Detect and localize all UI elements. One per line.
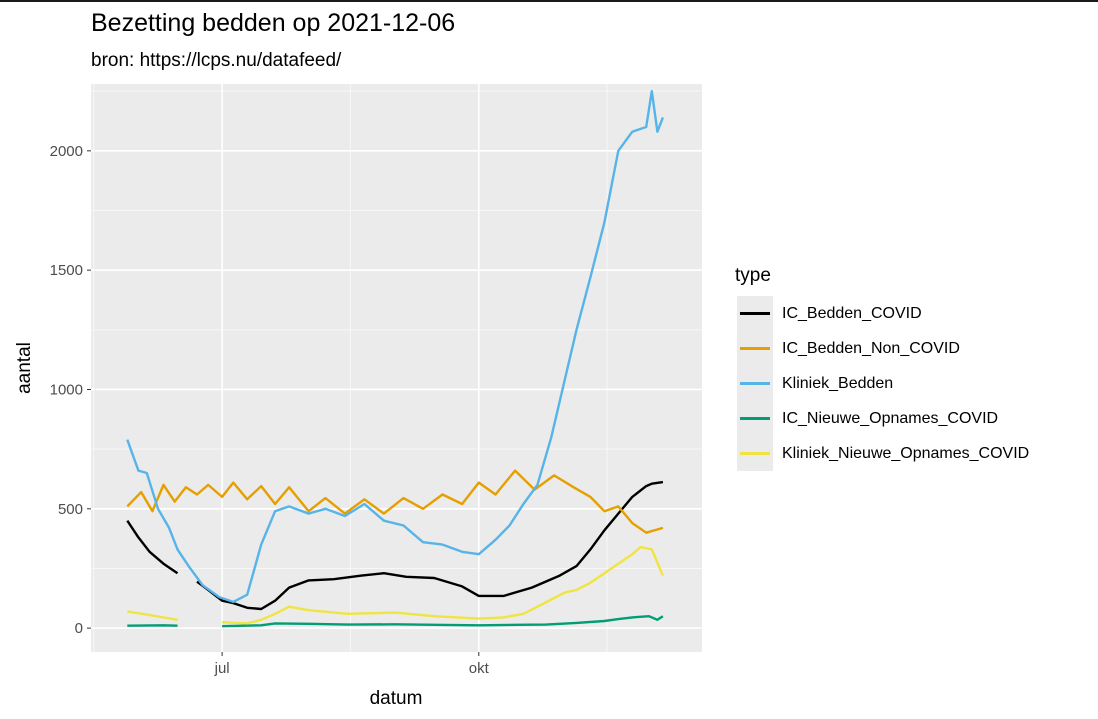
legend-key bbox=[737, 401, 773, 436]
series-line-ic-bedden-covid bbox=[126, 480, 664, 611]
chart-subtitle: bron: https://lcps.nu/datafeed/ bbox=[91, 50, 342, 71]
axes: 0 500 1000 1500 2000 jul okt bbox=[50, 143, 490, 677]
series-line-kliniek-nieuwe-opnames-covid bbox=[127, 545, 665, 625]
gridlines bbox=[91, 84, 702, 652]
legend-item: IC_Nieuwe_Opnames_COVID bbox=[737, 401, 1029, 436]
legend-key bbox=[737, 331, 773, 366]
y-tick-label: 0 bbox=[75, 620, 83, 637]
legend-label: Kliniek_Nieuwe_Opnames_COVID bbox=[782, 444, 1030, 462]
y-axis-title: aantal bbox=[14, 342, 35, 394]
legend-swatch bbox=[740, 452, 770, 455]
legend-label: IC_Bedden_Non_COVID bbox=[782, 339, 960, 357]
legend-key bbox=[737, 436, 773, 471]
series-lines bbox=[126, 90, 665, 628]
legend-swatch bbox=[740, 312, 770, 315]
x-axis-title: datum bbox=[370, 688, 423, 709]
legend-label: IC_Nieuwe_Opnames_COVID bbox=[782, 409, 999, 427]
legend-key bbox=[737, 296, 773, 331]
legend: type IC_Bedden_COVID IC_Bedden_Non_COVID K… bbox=[735, 265, 1029, 471]
y-tick-label: 500 bbox=[58, 501, 83, 518]
legend-label: IC_Bedden_COVID bbox=[782, 304, 922, 322]
legend-item: IC_Bedden_COVID bbox=[737, 296, 1029, 331]
window-top-border bbox=[0, 0, 1098, 2]
y-tick-label: 2000 bbox=[50, 143, 83, 160]
legend-item: IC_Bedden_Non_COVID bbox=[737, 331, 1029, 366]
chart-title: Bezetting bedden op 2021-12-06 bbox=[91, 9, 456, 37]
x-tick-label: okt bbox=[469, 660, 490, 677]
legend-item: Kliniek_Bedden bbox=[737, 366, 1029, 401]
series-line-ic-nieuwe-opnames-covid bbox=[127, 615, 664, 628]
x-tick-label: jul bbox=[214, 660, 230, 677]
legend-item: Kliniek_Nieuwe_Opnames_COVID bbox=[737, 436, 1029, 471]
series-line-ic-bedden-non-covid bbox=[126, 469, 664, 534]
legend-title: type bbox=[735, 265, 771, 286]
legend-swatch bbox=[740, 382, 770, 385]
legend-swatch bbox=[740, 417, 770, 420]
plot-panel bbox=[91, 84, 702, 652]
series-line-kliniek-bedden bbox=[126, 90, 665, 604]
legend-items: IC_Bedden_COVID IC_Bedden_Non_COVID Klinie… bbox=[737, 296, 1029, 471]
y-tick-label: 1500 bbox=[50, 262, 83, 279]
legend-key bbox=[737, 366, 773, 401]
y-tick-label: 1000 bbox=[50, 381, 83, 398]
legend-label: Kliniek_Bedden bbox=[782, 374, 894, 392]
legend-swatch bbox=[740, 347, 770, 350]
